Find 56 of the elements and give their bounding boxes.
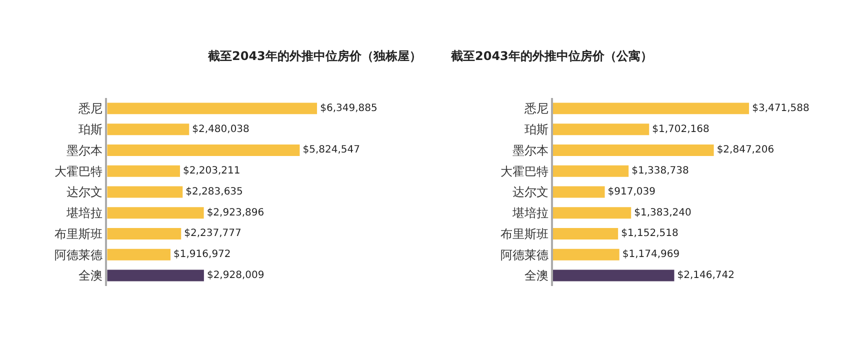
bar: [552, 270, 674, 282]
data-label: $2,146,742: [677, 270, 735, 282]
data-label: $2,283,635: [186, 186, 243, 198]
bar: [107, 102, 318, 114]
data-label: $1,152,518: [621, 228, 678, 240]
y-tick-label: 珀斯: [524, 122, 549, 137]
data-label: $2,847,206: [716, 144, 774, 156]
y-tick-label: 悉尼: [78, 102, 103, 116]
y-tick-label: 大霍巴特: [54, 164, 103, 178]
chart-title: 截至2043年的外推中位房价（独栋屋）: [207, 49, 422, 63]
bar: [107, 144, 300, 156]
data-label: $2,928,009: [206, 270, 264, 282]
bar: [107, 248, 171, 260]
y-tick-label: 墨尔本: [512, 143, 549, 158]
bar: [552, 186, 605, 198]
data-label: $2,237,777: [184, 228, 242, 240]
bar: [107, 165, 180, 177]
bar: [107, 228, 182, 240]
y-tick-label: 阿德莱德: [54, 248, 103, 262]
y-tick-label: 大霍巴特: [500, 164, 549, 178]
y-tick-label: 阿德莱德: [500, 248, 549, 262]
data-label: $3,471,588: [752, 102, 810, 114]
bar: [552, 144, 714, 156]
data-label: $2,480,038: [192, 124, 250, 135]
bar: [552, 102, 750, 114]
y-tick-label: 悉尼: [524, 102, 549, 116]
data-label: $1,916,972: [174, 249, 231, 260]
y-tick-label: 全澳: [524, 268, 549, 283]
data-label: $1,174,969: [622, 249, 680, 260]
bar: [107, 186, 183, 198]
bar: [107, 207, 204, 219]
y-tick-label: 布里斯班: [54, 226, 103, 241]
y-tick-label: 珀斯: [78, 122, 103, 137]
y-tick-label: 布里斯班: [500, 226, 549, 241]
y-tick-label: 墨尔本: [66, 143, 103, 158]
data-label: $917,039: [608, 186, 656, 198]
y-tick-label: 堪培拉: [66, 206, 103, 220]
bar: [107, 124, 190, 136]
y-tick-label: 达尔文: [512, 185, 549, 200]
y-tick-label: 达尔文: [66, 185, 103, 200]
bar: [552, 228, 618, 240]
chart-title: 截至2043年的外推中位房价（公寓）: [450, 49, 652, 63]
bar: [107, 270, 204, 282]
data-label: $1,338,738: [632, 166, 689, 177]
data-label: $1,383,240: [634, 207, 692, 218]
data-label: $2,203,211: [182, 166, 240, 177]
data-label: $6,349,885: [320, 102, 378, 114]
bar: [552, 248, 620, 260]
data-label: $1,702,168: [652, 124, 710, 135]
y-tick-label: 堪培拉: [512, 206, 549, 220]
bar: [552, 165, 629, 177]
y-tick-label: 全澳: [78, 268, 103, 283]
data-label: $2,923,896: [206, 207, 264, 218]
bar: [552, 207, 632, 219]
bar: [552, 124, 650, 136]
data-label: $5,824,547: [302, 144, 360, 156]
